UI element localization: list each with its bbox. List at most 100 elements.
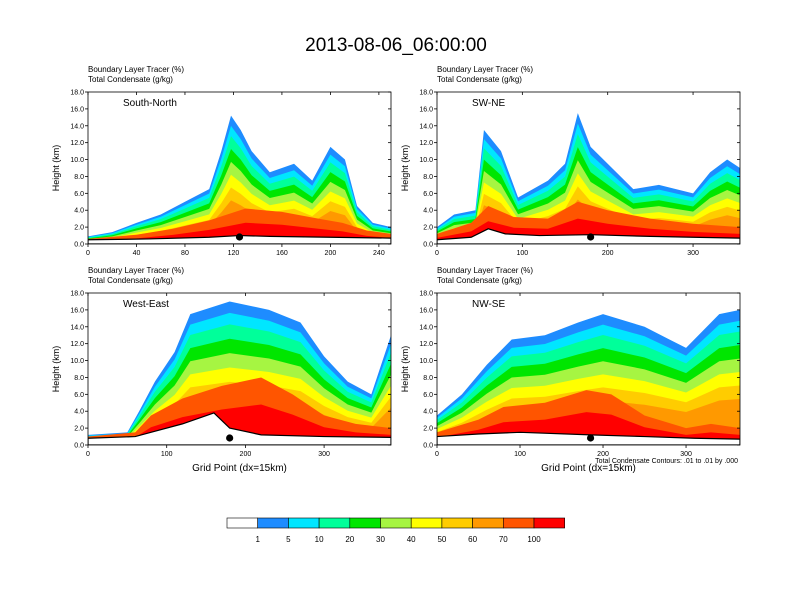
colorbar-label: 100: [527, 535, 541, 544]
y-tick-label: 0.0: [74, 443, 84, 450]
y-tick-label: 2.0: [423, 225, 433, 232]
panel-title-line-2: Total Condensate (g/kg): [88, 276, 173, 285]
y-tick-label: 12.0: [419, 341, 433, 348]
colorbar-swatch: [410, 517, 443, 529]
colorbar-swatch: [533, 517, 566, 529]
panel-label: SW-NE: [472, 98, 505, 109]
y-tick-label: 10.0: [70, 157, 84, 164]
x-tick-label: 80: [181, 250, 189, 257]
colorbar: 1 5 10 20 30 40 50 60 70 100: [226, 517, 566, 544]
panel-label: NW-SE: [472, 299, 505, 310]
y-tick-label: 14.0: [419, 324, 433, 331]
plot-frame: [436, 91, 741, 245]
y-tick-label: 2.0: [423, 426, 433, 433]
y-tick-label: 12.0: [70, 341, 84, 348]
y-tick-label: 12.0: [70, 140, 84, 147]
x-tick-label: 0: [435, 451, 439, 458]
y-tick-label: 2.0: [74, 426, 84, 433]
x-axis-label: Grid Point (dx=15km): [541, 463, 636, 474]
y-tick-label: 8.0: [74, 174, 84, 181]
y-tick-label: 18.0: [70, 90, 84, 97]
location-marker: [226, 434, 234, 442]
x-tick-label: 100: [161, 451, 173, 458]
colorbar-label: 5: [286, 535, 291, 544]
y-tick-label: 14.0: [70, 324, 84, 331]
plot-frame: [87, 292, 392, 446]
y-tick-label: 10.0: [70, 358, 84, 365]
y-tick-label: 14.0: [70, 123, 84, 130]
x-tick-label: 240: [373, 250, 385, 257]
x-tick-label: 300: [687, 250, 699, 257]
colorbar-swatch: [380, 517, 412, 529]
contour-note: Total Condensate Contours: .01 to .01 by…: [595, 458, 738, 465]
location-marker: [235, 233, 244, 241]
y-tick-label: 12.0: [419, 140, 433, 147]
y-tick-label: 4.0: [74, 409, 84, 416]
y-tick-label: 8.0: [423, 375, 433, 382]
panel-nw-se: 0.0 2.0 4.0 6.0 8.0 10.0 12.0 14.0 16.0 18.0 0 100 2…: [400, 266, 741, 474]
y-tick-label: 8.0: [74, 375, 84, 382]
colorbar-label: 50: [437, 535, 446, 544]
y-tick-label: 18.0: [70, 291, 84, 298]
x-tick-label: 40: [133, 250, 141, 257]
colorbar-swatch: [257, 517, 289, 529]
plot-frame: [87, 91, 392, 245]
y-tick-label: 16.0: [419, 106, 433, 113]
panel-label: West-East: [123, 299, 169, 310]
panel-title-line-2: Total Condensate (g/kg): [437, 276, 522, 285]
x-tick-label: 120: [228, 250, 240, 257]
y-tick-label: 14.0: [419, 123, 433, 130]
plot-frame: [436, 292, 741, 446]
colorbar-label: 10: [315, 535, 324, 544]
plot-area: [437, 309, 740, 445]
x-tick-label: 300: [680, 451, 692, 458]
y-tick-label: 10.0: [419, 358, 433, 365]
colorbar-swatch: [318, 517, 351, 529]
terrain: [88, 412, 391, 445]
colorbar-label: 20: [345, 535, 354, 544]
plot-area: [88, 301, 391, 445]
location-marker: [587, 233, 595, 241]
y-tick-label: 10.0: [419, 157, 433, 164]
panel-title-line-1: Boundary Layer Tracer (%): [437, 266, 533, 275]
y-axis-label: Height (km): [51, 346, 61, 393]
panel-title-line-1: Boundary Layer Tracer (%): [88, 266, 184, 275]
y-axis-label: Height (km): [400, 346, 410, 393]
colorbar-label: 40: [407, 535, 416, 544]
y-axis-label: Height (km): [51, 145, 61, 192]
y-tick-label: 6.0: [423, 392, 433, 399]
colorbar-swatch: [502, 517, 535, 529]
y-tick-label: 4.0: [423, 409, 433, 416]
x-tick-label: 200: [597, 451, 609, 458]
figure-title: 2013-08-06_06:00:00: [305, 35, 487, 56]
x-tick-label: 100: [514, 451, 526, 458]
x-tick-label: 0: [86, 451, 90, 458]
y-tick-label: 2.0: [74, 225, 84, 232]
colorbar-swatch: [472, 517, 504, 529]
panel-title-line-1: Boundary Layer Tracer (%): [437, 65, 533, 74]
panel-sw-ne: 0.0 2.0 4.0 6.0 8.0 10.0 12.0 14.0 16.0 18.0 0 100 2…: [400, 65, 741, 257]
colorbar-label: 60: [468, 535, 477, 544]
panel-west-east: 0.0 2.0 4.0 6.0 8.0 10.0 12.0 14.0 16.0 18.0 0 100 2…: [51, 266, 392, 474]
x-tick-label: 200: [602, 250, 614, 257]
plot-area: [88, 115, 391, 244]
panel-title-line-1: Boundary Layer Tracer (%): [88, 65, 184, 74]
y-tick-label: 6.0: [423, 191, 433, 198]
y-tick-label: 16.0: [70, 106, 84, 113]
panel-label: South-North: [123, 98, 177, 109]
y-tick-label: 18.0: [419, 291, 433, 298]
x-tick-label: 0: [435, 250, 439, 257]
x-tick-label: 300: [318, 451, 330, 458]
x-tick-label: 0: [86, 250, 90, 257]
colorbar-label: 70: [499, 535, 508, 544]
x-tick-label: 160: [276, 250, 288, 257]
panel-title-line-2: Total Condensate (g/kg): [88, 75, 173, 84]
y-tick-label: 18.0: [419, 90, 433, 97]
colorbar-label: 1: [255, 535, 260, 544]
y-tick-label: 4.0: [74, 208, 84, 215]
y-tick-label: 8.0: [423, 174, 433, 181]
panels: 0.0 2.0 4.0 6.0 8.0 10.0 12.0 14.0 16.0 18.0 0 40 80…: [51, 65, 741, 474]
plot-area: [437, 113, 740, 244]
panel-title-line-2: Total Condensate (g/kg): [437, 75, 522, 84]
